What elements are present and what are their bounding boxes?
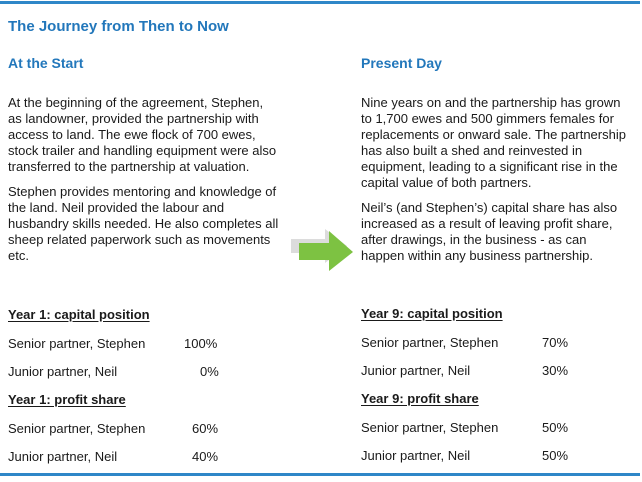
- right-paragraph: Neil’s (and Stephen’s) capital share has…: [361, 200, 618, 263]
- page-title: The Journey from Then to Now: [8, 18, 229, 35]
- left-section-heading: At the Start: [8, 55, 84, 71]
- table-row: Junior partner, Neil 30%: [361, 363, 568, 378]
- left-profit-heading: Year 1: profit share: [8, 392, 126, 407]
- table-row: Senior partner, Stephen 60%: [8, 421, 218, 436]
- row-label: Junior partner, Neil: [361, 448, 471, 463]
- table-row: Senior partner, Stephen 70%: [361, 335, 568, 350]
- row-label: Junior partner, Neil: [8, 449, 118, 464]
- table-row: Junior partner, Neil 40%: [8, 449, 218, 464]
- left-paragraph: At the beginning of the agreement, Steph…: [8, 95, 277, 174]
- row-value: 40%: [192, 449, 219, 464]
- row-value: 0%: [200, 364, 219, 379]
- row-label: Junior partner, Neil: [8, 364, 118, 379]
- row-value: 50%: [542, 448, 569, 463]
- right-section-heading: Present Day: [361, 55, 442, 71]
- left-capital-heading: Year 1: capital position: [8, 307, 150, 322]
- table-row: Junior partner, Neil 0%: [8, 364, 219, 379]
- table-row: Senior partner, Stephen 100%: [8, 336, 217, 351]
- table-row: Senior partner, Stephen 50%: [361, 420, 568, 435]
- row-value: 100%: [184, 336, 218, 351]
- right-paragraph: Nine years on and the partnership has gr…: [361, 95, 626, 190]
- right-capital-heading: Year 9: capital position: [361, 306, 503, 321]
- row-label: Senior partner, Stephen: [8, 336, 146, 351]
- left-column-text: At the beginning of the agreement, Steph…: [8, 95, 280, 264]
- right-arrow-icon: [291, 229, 353, 271]
- row-label: Senior partner, Stephen: [8, 421, 146, 436]
- row-value: 30%: [542, 363, 569, 378]
- left-paragraph: Stephen provides mentoring and knowledge…: [8, 184, 279, 263]
- top-rule: [0, 1, 640, 4]
- row-value: 70%: [542, 335, 569, 350]
- row-label: Senior partner, Stephen: [361, 335, 499, 350]
- table-row: Junior partner, Neil 50%: [361, 448, 568, 463]
- row-label: Junior partner, Neil: [361, 363, 471, 378]
- right-profit-heading: Year 9: profit share: [361, 391, 479, 406]
- right-column-text: Nine years on and the partnership has gr…: [361, 95, 633, 264]
- row-label: Senior partner, Stephen: [361, 420, 499, 435]
- row-value: 50%: [542, 420, 569, 435]
- bottom-rule: [0, 473, 640, 476]
- row-value: 60%: [192, 421, 219, 436]
